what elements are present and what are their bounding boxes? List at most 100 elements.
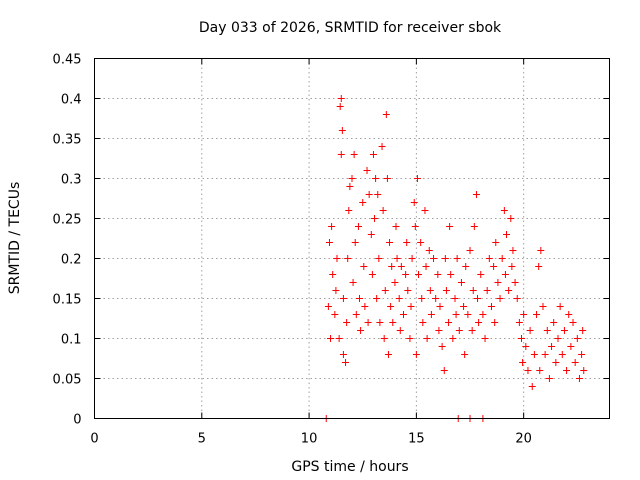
data-point [447, 271, 455, 278]
data-point [387, 303, 395, 310]
data-point [382, 111, 390, 118]
data-point [412, 351, 420, 358]
data-point [569, 319, 577, 326]
data-point [333, 255, 341, 262]
data-point [359, 199, 367, 206]
data-point [441, 255, 449, 262]
data-point [426, 287, 434, 294]
data-point [397, 263, 405, 270]
data-point [528, 383, 536, 390]
data-point [541, 351, 549, 358]
data-point [349, 279, 357, 286]
data-point [461, 351, 469, 358]
data-point [552, 359, 560, 366]
data-point [422, 263, 430, 270]
data-point [408, 255, 416, 262]
data-point [468, 327, 476, 334]
data-point [445, 319, 453, 326]
data-point [425, 247, 433, 254]
data-point [513, 295, 521, 302]
data-point [501, 271, 509, 278]
data-point [361, 303, 369, 310]
data-point [434, 271, 442, 278]
y-tick-labels: 0 0.05 0.1 0.15 0.2 0.25 0.3 0.35 0.4 0.45 [53, 53, 82, 428]
data-point [452, 311, 460, 318]
data-point [522, 343, 530, 350]
data-point [451, 295, 459, 302]
data-point [392, 223, 400, 230]
data-point [418, 295, 426, 302]
data-point [469, 287, 477, 294]
data-point [446, 223, 454, 230]
data-point [440, 367, 448, 374]
data-point [498, 255, 506, 262]
data-point [344, 255, 352, 262]
data-point [539, 303, 547, 310]
y-tick-label: 0.2 [61, 253, 82, 268]
data-point [336, 103, 344, 110]
data-point [518, 335, 526, 342]
data-point [357, 327, 365, 334]
data-point [548, 343, 556, 350]
data-point [567, 343, 575, 350]
data-point [462, 263, 470, 270]
data-point [386, 239, 394, 246]
data-point [455, 327, 463, 334]
data-point [329, 271, 337, 278]
data-point [460, 303, 468, 310]
data-point [545, 375, 553, 382]
y-tick-label: 0.4 [61, 93, 82, 108]
data-point [391, 279, 399, 286]
data-point [404, 287, 412, 294]
data-point [507, 215, 515, 222]
data-point [413, 175, 421, 182]
data-point [352, 311, 360, 318]
data-point [354, 223, 362, 230]
data-point [526, 327, 534, 334]
y-tick-label: 0.45 [53, 53, 82, 68]
data-point [453, 255, 461, 262]
data-point [563, 367, 571, 374]
chart-title: Day 033 of 2026, SRMTID for receiver sbo… [199, 20, 502, 36]
plot-frame [94, 58, 610, 419]
data-point [524, 367, 532, 374]
data-point [374, 191, 382, 198]
data-point [365, 191, 373, 198]
data-point [393, 255, 401, 262]
data-point [328, 223, 336, 230]
data-point [337, 95, 345, 102]
data-point [505, 287, 513, 294]
data-point [475, 319, 483, 326]
data-point [339, 351, 347, 358]
data-point [490, 263, 498, 270]
axis-ticks [94, 58, 610, 419]
data-point [372, 175, 380, 182]
data-point [496, 295, 504, 302]
data-point [565, 311, 573, 318]
data-point [479, 311, 487, 318]
data-point [470, 223, 478, 230]
x-tick-labels: 0 5 10 15 20 [90, 432, 532, 447]
data-point [477, 271, 485, 278]
data-point [419, 319, 427, 326]
data-point [376, 319, 384, 326]
data-point [427, 311, 435, 318]
data-point [367, 231, 375, 238]
data-point [331, 311, 339, 318]
data-point [343, 319, 351, 326]
data-point [543, 327, 551, 334]
x-tick-label: 5 [198, 432, 206, 447]
data-point [554, 335, 562, 342]
data-point [474, 295, 482, 302]
data-point [466, 247, 474, 254]
data-point [537, 247, 545, 254]
data-point [573, 335, 581, 342]
data-point [337, 151, 345, 158]
data-point [491, 319, 499, 326]
data-point [500, 207, 508, 214]
data-point [417, 239, 425, 246]
data-point [503, 231, 510, 238]
data-point [379, 207, 387, 214]
data-point [535, 263, 543, 270]
